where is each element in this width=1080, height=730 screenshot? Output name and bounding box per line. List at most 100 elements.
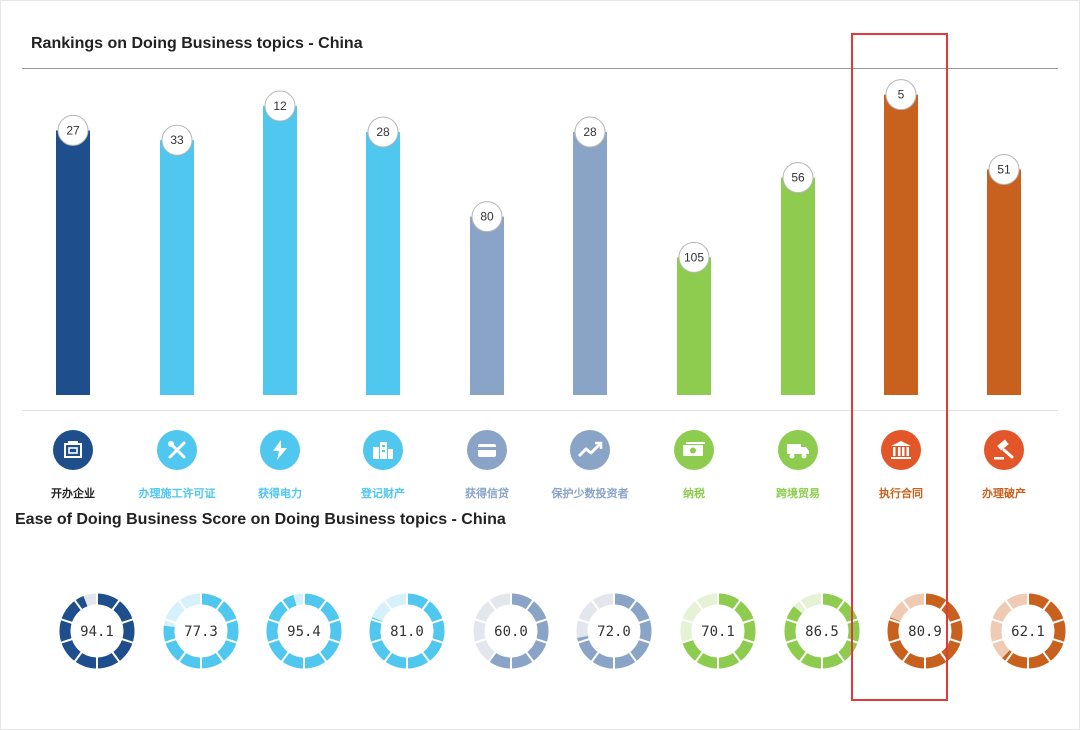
credit-card-icon: [467, 430, 507, 470]
rank-bubble: [988, 153, 1020, 185]
bar-group: 33: [160, 124, 194, 395]
donut-segment-gap: [577, 618, 591, 625]
donut-segment-gap: [785, 637, 799, 644]
score-label: 94.1: [80, 624, 114, 640]
donut-segment-gap: [798, 651, 808, 663]
bar-group: 27: [56, 114, 90, 395]
topic-item: 跨境贸易: [746, 430, 850, 501]
bar-group: 56: [781, 162, 815, 395]
courthouse-icon: [881, 430, 921, 470]
score-label: 72.0: [597, 624, 631, 640]
topic-item: 开办企业: [21, 430, 125, 501]
rank-label: 5: [898, 88, 905, 102]
donut-segment-gap: [694, 599, 704, 611]
rank-bubble: [678, 241, 710, 273]
rank-label: 33: [170, 133, 184, 147]
score-label: 77.3: [184, 624, 218, 640]
donut-segment-gap: [430, 618, 444, 625]
donut-segment-gap: [888, 637, 902, 644]
bar: [263, 106, 297, 396]
donut-segment-gap: [534, 618, 548, 625]
donut-segment-gap: [318, 599, 328, 611]
donut-segment-gap: [948, 618, 962, 625]
rank-bubble: [57, 114, 89, 146]
rank-bubble: [367, 116, 399, 148]
topic-item: 获得信贷: [435, 430, 539, 501]
donut-segment-gap: [590, 599, 600, 611]
donut-segment-gap: [111, 651, 121, 663]
bar-group: 5: [884, 79, 918, 395]
rank-bubble: [161, 124, 193, 156]
rankings-title: Rankings on Doing Business topics - Chin…: [31, 35, 363, 52]
score-donut: 77.3: [163, 592, 239, 670]
score-label: 62.1: [1011, 624, 1045, 640]
buildings-icon: [363, 430, 403, 470]
score-label: 81.0: [390, 624, 424, 640]
donut-segment-gap: [681, 618, 695, 625]
topic-item: 办理施工许可证: [125, 430, 229, 501]
donut-segment-gap: [120, 618, 134, 625]
bar: [160, 140, 194, 395]
bar: [781, 177, 815, 395]
donut-segment-gap: [1042, 651, 1052, 663]
donut-segment-gap: [421, 651, 431, 663]
bar: [56, 130, 90, 395]
bar: [677, 257, 711, 395]
donut-segment-gap: [637, 618, 651, 625]
lightning-icon: [260, 430, 300, 470]
donut-segment-gap: [267, 637, 281, 644]
rank-label: 80: [480, 210, 494, 224]
rank-bubble: [782, 162, 814, 194]
donut-segment-gap: [60, 618, 74, 625]
donut-value-arc: [163, 593, 239, 669]
donut-segment-gap: [224, 618, 238, 625]
donut-segment-gap: [73, 599, 83, 611]
score-donut: 60.0: [473, 592, 549, 670]
score-label: 86.5: [805, 624, 839, 640]
donut-segment-gap: [525, 599, 535, 611]
rank-label: 28: [583, 125, 597, 139]
score-label: 60.0: [494, 624, 528, 640]
score-label: 70.1: [701, 624, 735, 640]
donut-value-arc: [369, 593, 445, 669]
topic-label: 办理破产: [982, 488, 1026, 500]
bar-group: 105: [677, 241, 711, 395]
donut-segment-gap: [177, 651, 187, 663]
donut-segment-gap: [430, 637, 444, 644]
donut-segment-gap: [628, 651, 638, 663]
donut-segment-gap: [681, 637, 695, 644]
donut-segment-gap: [280, 651, 290, 663]
donut-segment-gap: [1004, 599, 1014, 611]
donut-segment-gap: [474, 618, 488, 625]
score-donut: 86.5: [784, 592, 860, 670]
score-label: 95.4: [287, 624, 321, 640]
donut-segment-gap: [327, 618, 341, 625]
donut-segment-gap: [888, 618, 902, 625]
donut-segment-gap: [901, 651, 911, 663]
topic-label: 登记财产: [361, 488, 405, 500]
topic-label: 获得电力: [258, 488, 302, 500]
money-icon: [674, 430, 714, 470]
topic-label: 办理施工许可证: [138, 488, 216, 500]
donut-segment-gap: [318, 651, 328, 663]
donut-value-arc: [1002, 593, 1066, 669]
bar-group: 28: [366, 116, 400, 395]
bar-group: 80: [470, 201, 504, 395]
scores-donut-chart: 94.1 77.3 95.4 81.0 60.0 72.0 70.1 86.5 80.9 62.1: [59, 592, 1066, 670]
donut-segment-gap: [111, 599, 121, 611]
donut-segment-gap: [224, 637, 238, 644]
donut-segment-gap: [590, 651, 600, 663]
topic-icon-row: 开办企业 办理施工许可证 获得电力 登记财产 获得信贷 保护少数投资者 纳税 跨境贸易 执行合同…: [0, 430, 1080, 510]
topic-item: 获得电力: [228, 430, 332, 501]
building-icon: [53, 430, 93, 470]
donut-segment-gap: [487, 599, 497, 611]
donut-segment-gap: [637, 637, 651, 644]
topic-item: 执行合同: [849, 430, 953, 501]
donut-segment-gap: [948, 637, 962, 644]
donut-segment-gap: [383, 599, 393, 611]
donut-segment-gap: [177, 599, 187, 611]
donut-segment-gap: [120, 637, 134, 644]
donut-segment-gap: [732, 651, 742, 663]
rank-label: 56: [791, 171, 805, 185]
rankings-bar-chart: 27 33 12 28 80 28 105 56 5 51: [56, 79, 1021, 396]
